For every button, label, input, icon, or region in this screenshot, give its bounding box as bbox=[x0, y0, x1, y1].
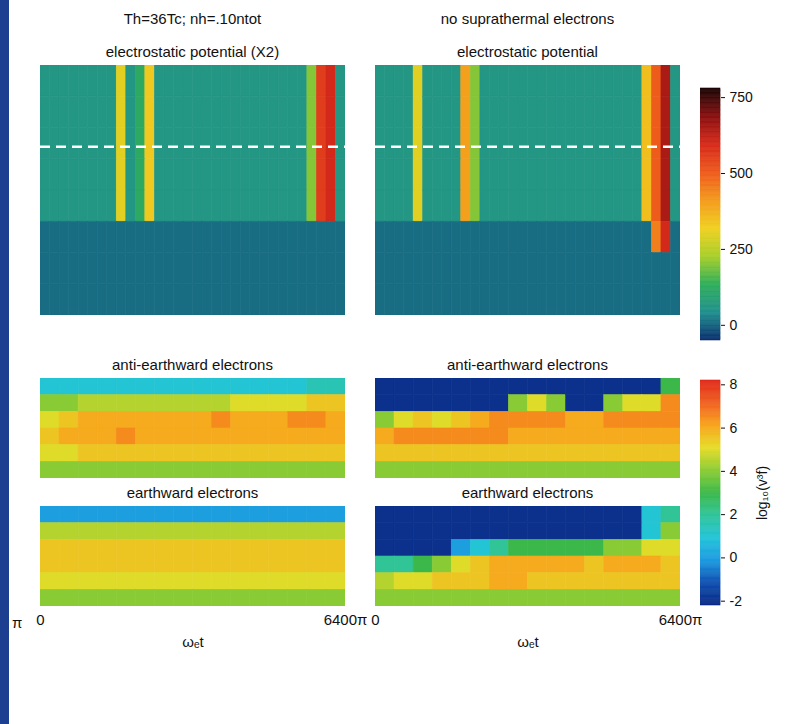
html-text:Th=36Tc; nh=.10ntot: Th=36Tc; nh=.10ntot bbox=[123, 10, 262, 27]
html-text:earthward electrons: earthward electrons bbox=[126, 484, 259, 501]
svg-text:750: 750 bbox=[730, 89, 754, 105]
svg-text:0: 0 bbox=[730, 549, 738, 565]
svg-text:0: 0 bbox=[371, 611, 379, 628]
svg-text:-2: -2 bbox=[730, 593, 743, 609]
html-text:earthward electrons: earthward electrons bbox=[461, 484, 594, 501]
svg-text:6400π: 6400π bbox=[324, 611, 367, 628]
html-text:electrostatic potential (X2): electrostatic potential (X2) bbox=[105, 43, 280, 60]
svg-text:2: 2 bbox=[730, 506, 738, 522]
svg-text:0: 0 bbox=[730, 317, 738, 333]
svg-text:0: 0 bbox=[36, 611, 44, 628]
html-text:π: π bbox=[12, 614, 23, 631]
svg-text:6400π: 6400π bbox=[659, 611, 702, 628]
html-text:anti-earthward electrons: anti-earthward electrons bbox=[112, 356, 273, 373]
svg-text:8: 8 bbox=[730, 376, 738, 392]
svg-text:log₁₀(v³f): log₁₀(v³f) bbox=[754, 466, 770, 520]
svg-text:500: 500 bbox=[730, 165, 754, 181]
html-text:anti-earthward electrons: anti-earthward electrons bbox=[447, 356, 608, 373]
svg-text:ωₑt: ωₑt bbox=[517, 633, 539, 650]
svg-text:4: 4 bbox=[730, 463, 738, 479]
svg-text:6: 6 bbox=[730, 420, 738, 436]
html-text:electrostatic potential: electrostatic potential bbox=[457, 43, 598, 60]
svg-text:ωₑt: ωₑt bbox=[182, 633, 204, 650]
html-text:no suprathermal electrons: no suprathermal electrons bbox=[440, 10, 615, 27]
svg-text:250: 250 bbox=[730, 241, 754, 257]
